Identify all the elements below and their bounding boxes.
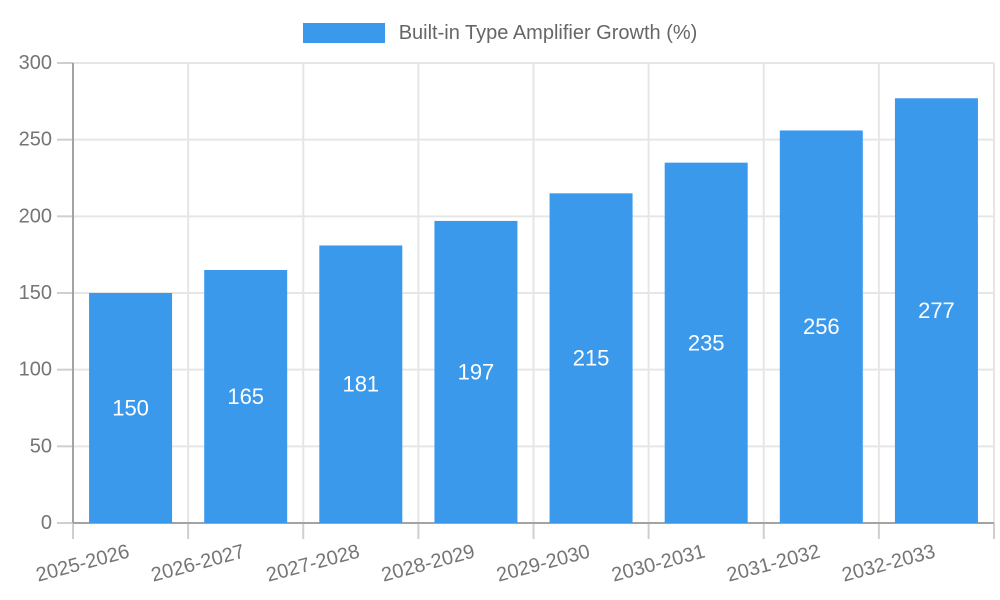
- y-tick-label: 200: [19, 205, 52, 227]
- x-tick-label: 2031-2032: [725, 541, 823, 587]
- y-tick-label: 0: [41, 512, 52, 534]
- legend: Built-in Type Amplifier Growth (%): [0, 20, 1000, 46]
- bar-2029-2030[interactable]: [549, 193, 633, 524]
- bar-2028-2029[interactable]: [434, 220, 518, 523]
- bar-value-label: 277: [918, 298, 955, 323]
- bar-2032-2033[interactable]: [894, 98, 978, 524]
- bar-value-label: 165: [227, 384, 264, 409]
- bar-value-label: 256: [803, 314, 840, 339]
- y-tick-label: 50: [30, 435, 52, 457]
- x-tick-label: 2029-2030: [494, 541, 592, 587]
- x-tick-label: 2028-2029: [379, 541, 477, 587]
- bar-2030-2031[interactable]: [664, 162, 748, 523]
- bar-2031-2032[interactable]: [779, 130, 863, 523]
- bar-value-label: 215: [573, 346, 610, 371]
- x-tick-label: 2026-2027: [149, 541, 247, 587]
- y-tick-label: 150: [19, 282, 52, 304]
- x-tick-label: 2025-2026: [34, 541, 132, 587]
- y-tick-label: 100: [19, 359, 52, 381]
- legend-label: Built-in Type Amplifier Growth (%): [398, 22, 698, 44]
- x-tick-label: 2030-2031: [609, 541, 707, 587]
- bar-value-label: 235: [688, 330, 725, 355]
- legend-item[interactable]: Built-in Type Amplifier Growth (%): [302, 20, 698, 46]
- legend-swatch: [302, 23, 385, 43]
- bar-value-label: 197: [458, 359, 495, 384]
- x-tick-label: 2027-2028: [264, 541, 362, 587]
- bar-2025-2026[interactable]: [89, 293, 173, 523]
- bar-2026-2027[interactable]: [204, 270, 288, 523]
- y-tick-label: 250: [19, 129, 52, 151]
- bar-value-label: 181: [342, 372, 379, 397]
- x-tick-label: 2032-2033: [840, 541, 938, 587]
- y-tick-label: 300: [19, 52, 52, 74]
- bar-value-label: 150: [112, 396, 149, 421]
- bar-2027-2028[interactable]: [319, 245, 403, 523]
